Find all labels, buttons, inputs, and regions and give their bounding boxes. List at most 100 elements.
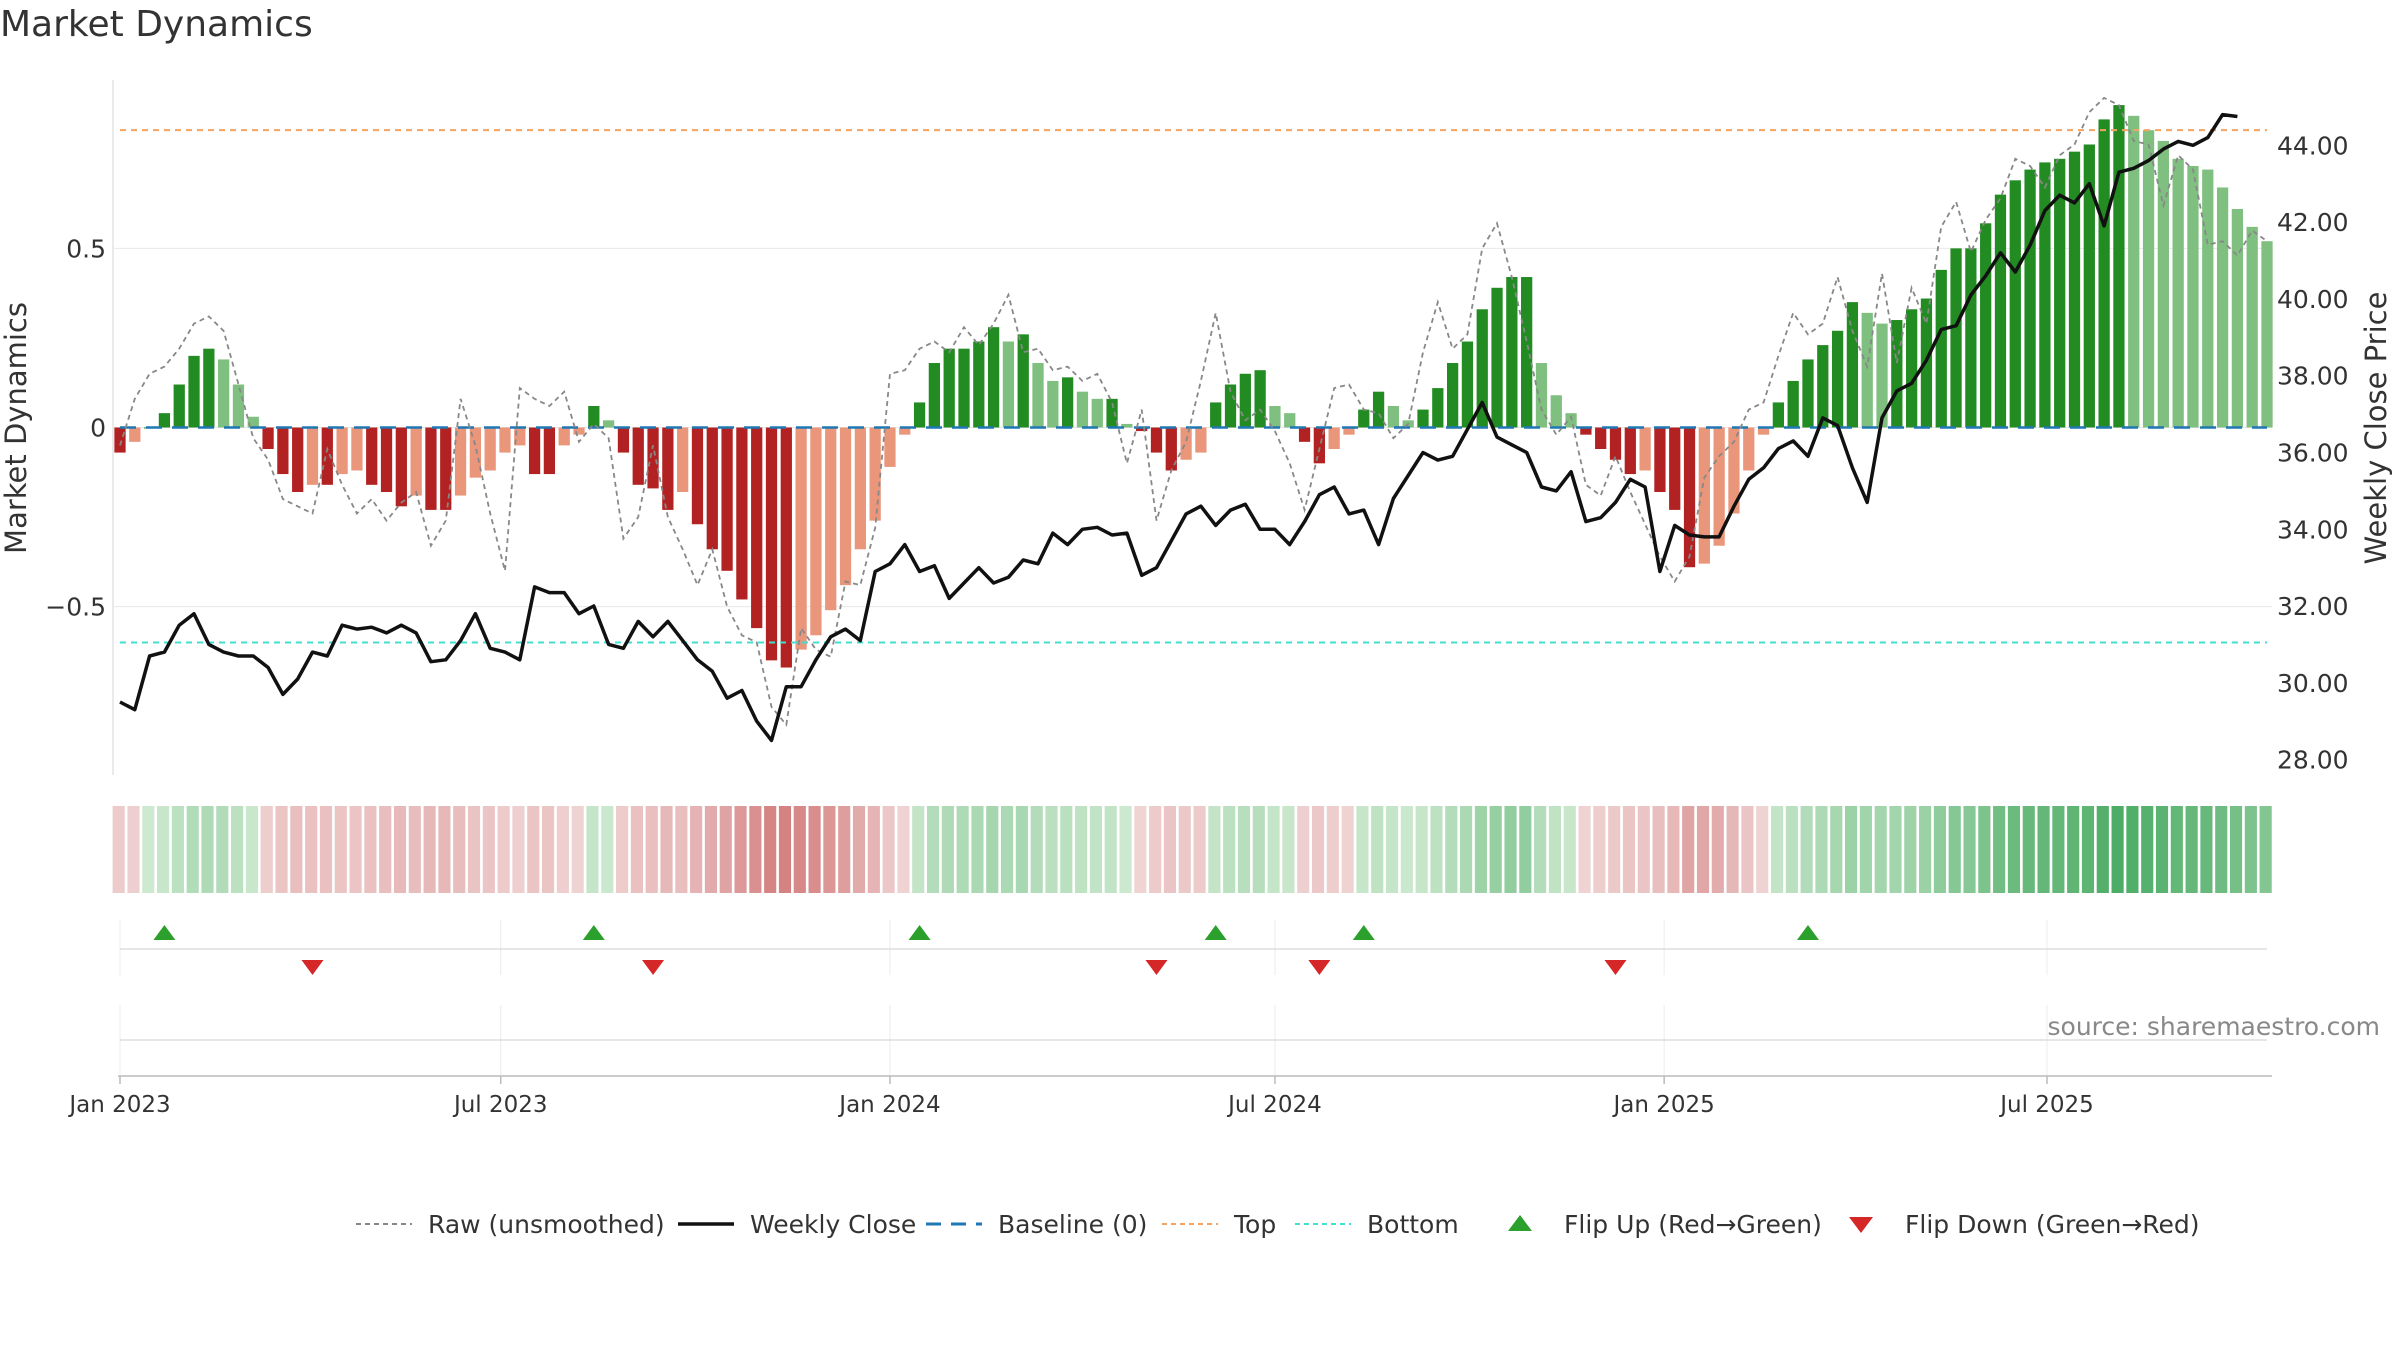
dynamics-bar [1757,427,1770,435]
dynamics-bar [751,427,763,629]
heat-cell [127,806,140,893]
dynamics-bar [1535,363,1548,428]
heat-cell [1756,806,1769,893]
heat-cell [438,806,451,893]
dynamics-bar [1950,248,1962,428]
heat-cell [630,806,643,893]
heat-cell [2096,806,2109,893]
heat-cell [764,806,777,893]
right-tick-label: 36.00 [2277,438,2349,467]
dynamics-bar [869,427,881,521]
dynamics-bar [1446,363,1459,428]
heat-cell [2141,806,2154,893]
dynamics-bar [1935,269,1947,428]
dynamics-bar [1787,380,1799,428]
heat-cell [1415,806,1428,893]
dynamics-bar [884,427,896,467]
heat-cell [2081,806,2095,893]
dynamics-bar [1017,334,1029,428]
flip-down-marker [642,960,665,975]
dynamics-bar [2231,208,2244,428]
dynamics-bar [410,427,422,496]
heat-cell [2244,806,2257,893]
dynamics-bar [2009,180,2021,428]
dynamics-bar [573,427,585,435]
heat-cell [1637,806,1650,893]
dynamics-bar [114,427,126,453]
dynamics-bar [825,427,837,611]
legend-raw-label: Raw (unsmoothed) [428,1210,665,1239]
heat-cell [1297,806,1310,893]
dynamics-bar [706,427,718,550]
dynamics-bar [499,427,511,453]
dynamics-bar [603,420,615,428]
heat-cell [1208,806,1221,893]
dynamics-bar [2128,115,2140,428]
heat-cell [1356,806,1369,893]
raw-line [119,96,2268,727]
heat-cell [527,806,540,893]
flip-up-marker [908,925,931,940]
legend-flip_down-swatch [1849,1217,1873,1233]
heat-cell [305,806,318,893]
dynamics-bar [1387,406,1400,428]
dynamics-bar [543,427,556,475]
flip-up-marker [1204,925,1227,940]
flip-down-marker [1604,960,1627,975]
dynamics-bar [1076,391,1089,428]
dynamics-bar [2157,140,2169,428]
dynamics-bar [1831,330,1844,428]
heat-cell [1267,806,1280,893]
dynamics-bar [262,427,274,449]
left-tick-label: 0.5 [66,234,106,263]
heat-cell [1622,806,1636,893]
flip-up-marker [153,925,176,940]
flip-up-marker [582,925,605,940]
dynamics-bar [795,427,807,650]
heat-cell [231,806,244,893]
dynamics-bar [1358,409,1370,428]
dynamics-bar [440,427,452,510]
heat-cell [1904,806,1917,893]
heat-cell [1163,806,1177,893]
dynamics-bar [1121,423,1133,428]
dynamics-bar [899,427,911,435]
dynamics-bar [1343,427,1355,435]
heat-cell [512,806,525,893]
dynamics-bar [1802,359,1814,428]
heat-cell [1711,806,1724,893]
heat-cell [2022,806,2035,893]
dynamics-bar [1713,427,1725,546]
dynamics-bar [1150,427,1163,453]
dynamics-bar [2113,105,2125,428]
flip-up-marker [1352,925,1375,940]
dynamics-bar [1298,427,1311,442]
heat-cell [852,806,866,893]
heat-cell [1933,806,1946,893]
dynamics-bar [1002,341,1015,428]
dynamics-bar [2187,165,2199,428]
heat-cell [1223,806,1236,893]
heat-cell [1075,806,1088,893]
dynamics-bar [632,427,644,485]
dynamics-bar [129,427,141,442]
dynamics-bar [677,427,689,492]
heat-cell [186,806,199,893]
dynamics-bar [1062,377,1074,428]
heat-cell [1119,806,1132,893]
heat-cell [1800,806,1813,893]
heat-cell [1770,806,1784,893]
heat-cell [986,806,999,893]
heat-cell [2067,806,2080,893]
heat-cell [497,806,510,893]
regime-heat-strip [112,806,2272,893]
dynamics-bar [1195,427,1207,453]
heat-cell [616,806,629,893]
dynamics-bar [1461,341,1474,428]
dynamics-bar [1136,427,1148,432]
dynamics-bar [2068,151,2081,428]
right-tick-label: 34.00 [2277,515,2349,544]
x-tick-label: Jul 2023 [452,1092,548,1118]
dynamics-bar [218,359,230,428]
